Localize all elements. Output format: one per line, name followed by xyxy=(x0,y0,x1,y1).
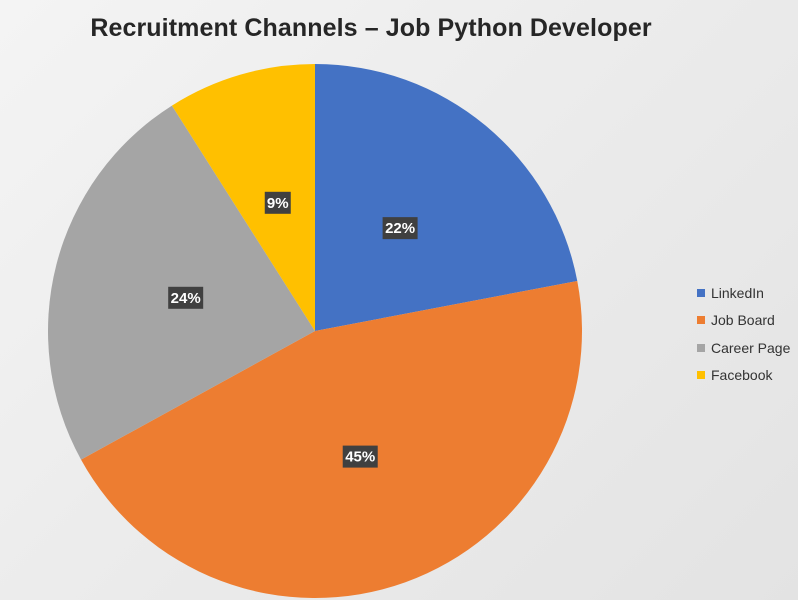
data-label-text: 24% xyxy=(171,290,201,307)
legend-swatch xyxy=(697,316,705,325)
legend-label: Job Board xyxy=(711,312,775,329)
data-label-facebook: 9% xyxy=(264,191,291,214)
data-label-career-page: 24% xyxy=(168,286,204,309)
data-label-background xyxy=(264,191,291,214)
data-label-text: 22% xyxy=(385,220,415,237)
legend-label: Facebook xyxy=(711,367,773,384)
data-label-job-board: 45% xyxy=(342,445,378,468)
legend-label: LinkedIn xyxy=(711,284,764,301)
pie-slice-linkedin xyxy=(315,64,578,331)
data-label-background xyxy=(168,286,204,309)
legend-swatch xyxy=(697,343,705,352)
legend-item-linkedin: LinkedIn xyxy=(697,279,797,307)
pie-slice-job-board xyxy=(81,280,582,599)
legend-item-facebook: Facebook xyxy=(697,362,797,390)
legend-item-career-page: Career Page xyxy=(697,334,797,362)
pie-slice-facebook xyxy=(171,64,315,331)
legend-item-job-board: Job Board xyxy=(697,307,797,335)
legend: LinkedIn Job Board Career Page Facebook xyxy=(697,279,797,389)
legend-swatch xyxy=(697,371,705,380)
data-label-text: 45% xyxy=(345,449,375,466)
data-label-background xyxy=(382,217,418,240)
pie-slice-career-page xyxy=(47,105,315,460)
legend-label: Career Page xyxy=(711,339,791,356)
data-label-text: 9% xyxy=(267,195,289,212)
data-label-background xyxy=(342,445,378,468)
chart-title: Recruitment Channels – Job Python Develo… xyxy=(90,14,652,42)
legend-swatch xyxy=(697,288,705,297)
data-label-linkedin: 22% xyxy=(382,217,418,240)
